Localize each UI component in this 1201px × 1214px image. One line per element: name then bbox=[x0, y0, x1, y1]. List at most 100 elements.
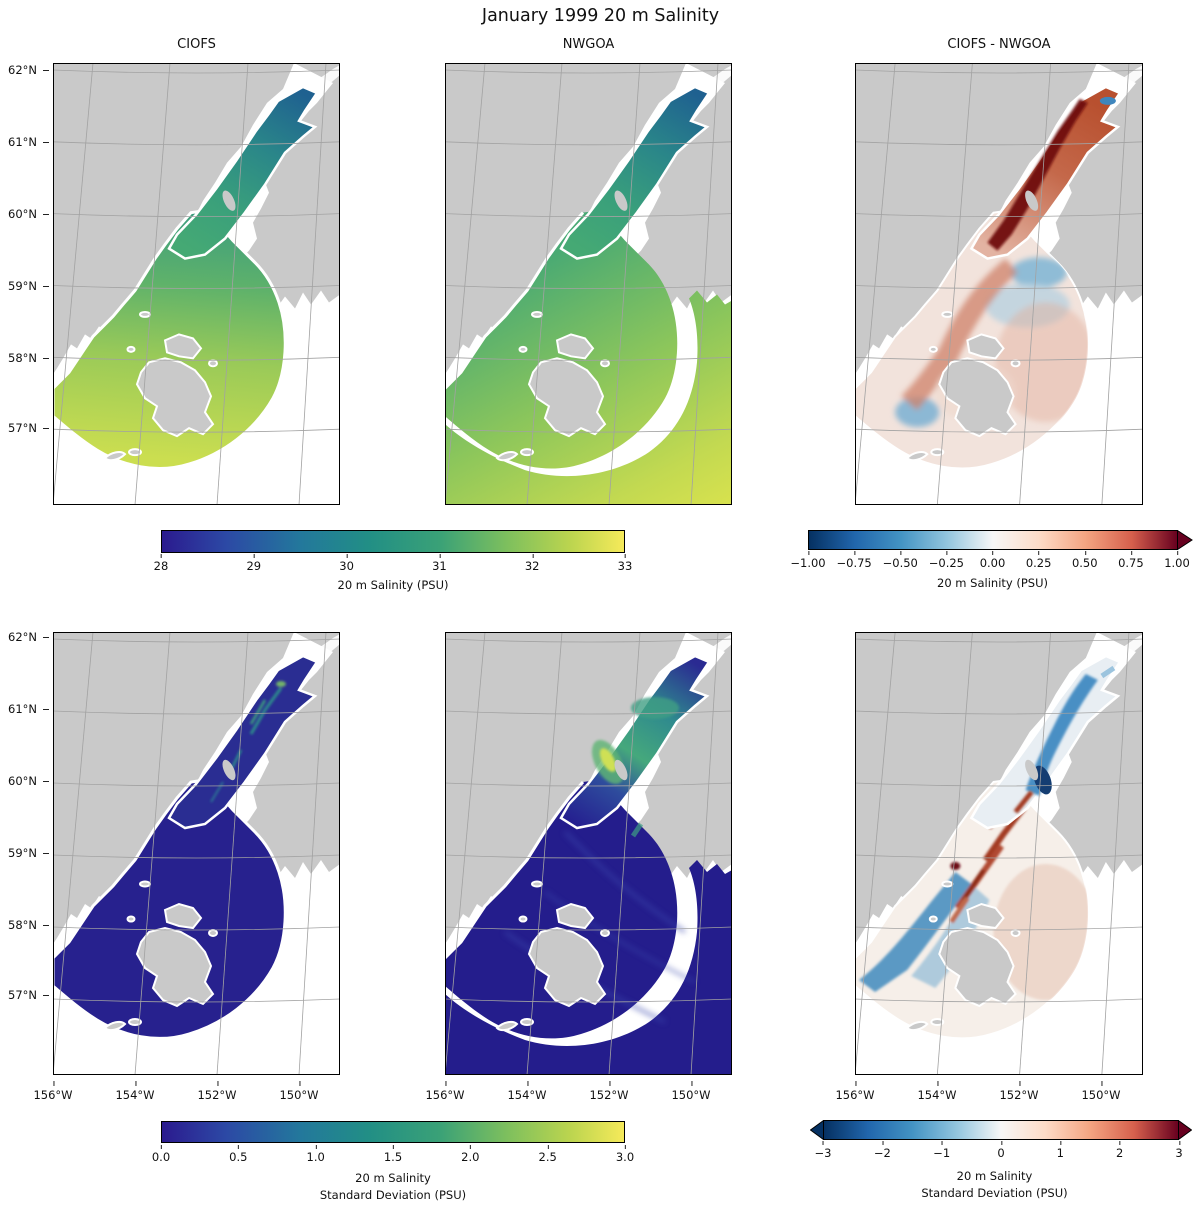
lon-tick-label: 154°W bbox=[917, 1081, 957, 1102]
map-nwgoa-salinity bbox=[445, 63, 732, 505]
map-panel-nwgoa-salinity bbox=[445, 63, 732, 505]
colorbar-tick-label: 1.5 bbox=[383, 1145, 403, 1164]
colorbar-tick-label: −0.75 bbox=[836, 551, 872, 570]
lon-tick-label: 150°W bbox=[1081, 1081, 1121, 1102]
lat-tick-label: 62°N bbox=[8, 630, 49, 644]
colorbar-tick-label: 2.0 bbox=[461, 1145, 480, 1164]
colorbar-tick-label: −2 bbox=[873, 1141, 891, 1160]
strong-negative-blob bbox=[1033, 765, 1052, 795]
colorbar-std-ticks: 0.0 0.5 1.0 1.5 2.0 2.5 3.0 bbox=[152, 1145, 634, 1165]
colorbar-std-diff-label-line2: Standard Deviation (PSU) bbox=[921, 1186, 1068, 1200]
colorbar-tick-label: 0.75 bbox=[1118, 551, 1144, 570]
colorbar-tick-label: 3 bbox=[1175, 1141, 1183, 1160]
map-ciofs-salinity bbox=[53, 63, 340, 505]
colorbar-tick-label: 31 bbox=[432, 554, 447, 573]
colorbar-salinity-ticks: 28 29 30 31 32 33 bbox=[154, 554, 632, 574]
lat-tick-label: 59°N bbox=[8, 846, 49, 860]
lat-tick-label: 61°N bbox=[8, 702, 49, 716]
panel-title-nwgoa: NWGOA bbox=[562, 37, 615, 52]
colorbar-salinity-diff-label: 20 m Salinity (PSU) bbox=[937, 576, 1048, 590]
colorbar-tick-label: −0.25 bbox=[928, 551, 964, 570]
lon-axis-nwgoa: 156°W 154°W 152°W 150°W bbox=[425, 1081, 732, 1102]
std-maximum bbox=[599, 748, 617, 772]
colorbar-tick-label: 29 bbox=[246, 554, 262, 573]
kachemak-std-streak bbox=[630, 822, 644, 838]
lon-axis-ciofs: 156°W 154°W 152°W 150°W bbox=[33, 1081, 340, 1102]
lat-tick-label: 61°N bbox=[8, 135, 49, 149]
colorbar-salinity-label: 20 m Salinity (PSU) bbox=[337, 578, 449, 592]
lat-tick-label: 57°N bbox=[8, 988, 49, 1002]
colorbar-tick-label: 1.00 bbox=[1164, 551, 1190, 570]
figure-title: January 1999 20 m Salinity bbox=[481, 6, 720, 26]
panel-title-difference: CIOFS - NWGOA bbox=[947, 37, 1051, 52]
map-panel-std-difference bbox=[855, 632, 1143, 1075]
colorbar-tick-label: 2.5 bbox=[538, 1145, 557, 1164]
lon-tick-label: 150°W bbox=[671, 1081, 711, 1102]
panel-title-ciofs: CIOFS bbox=[177, 37, 216, 52]
map-panel-salinity-difference bbox=[855, 63, 1143, 505]
colorbar-extend-arrow bbox=[1177, 530, 1193, 550]
colorbar-tick-label: 0.5 bbox=[229, 1145, 248, 1164]
colorbar-extend-arrow-right bbox=[1178, 1120, 1192, 1140]
colorbar-tick-label: 1.0 bbox=[306, 1145, 325, 1164]
lon-tick-label: 156°W bbox=[425, 1081, 465, 1102]
colorbar-std-label-line1: 20 m Salinity bbox=[355, 1171, 431, 1185]
lat-tick-label: 60°N bbox=[8, 774, 49, 788]
negative-spot bbox=[1099, 96, 1116, 105]
map-panel-ciofs-salinity bbox=[53, 63, 340, 505]
colorbar-tick-label: 0.25 bbox=[1025, 551, 1052, 570]
colorbar-std-label-line2: Standard Deviation (PSU) bbox=[319, 1188, 467, 1202]
colorbar-salinity-diff-ticks: −1.00 −0.75 −0.50 −0.25 0.00 0.25 0.50 0.75 1.00 bbox=[790, 551, 1190, 571]
positive-streak bbox=[1013, 790, 1034, 814]
colorbar-salinity-diff bbox=[808, 530, 1193, 550]
colorbar-salinity bbox=[161, 530, 625, 553]
colorbar-std-diff-ticks: −3 −2 −1 0 1 2 3 bbox=[815, 1141, 1183, 1161]
lon-tick-label: 152°W bbox=[197, 1081, 237, 1102]
colorbar-std-diff-label: 20 m Salinity Standard Deviation (PSU) bbox=[810, 1168, 1179, 1202]
lat-tick-label: 62°N bbox=[8, 63, 49, 77]
colorbar-std-label: 20 m Salinity Standard Deviation (PSU) bbox=[161, 1170, 625, 1204]
upper-inlet-std-patch bbox=[631, 697, 679, 719]
strong-positive-band bbox=[987, 98, 1088, 251]
colorbar-tick-label: −3 bbox=[814, 1141, 832, 1160]
lat-axis-bottom-row: 62°N 61°N 60°N 59°N 58°N 57°N bbox=[0, 630, 50, 1002]
colorbar-tick-label: −0.50 bbox=[882, 551, 918, 570]
colorbar-tick-label: 0 bbox=[997, 1141, 1005, 1160]
lon-tick-label: 152°W bbox=[589, 1081, 629, 1102]
colorbar-tick-label: 30 bbox=[339, 554, 354, 573]
colorbar-tick-label: −1.00 bbox=[790, 551, 826, 570]
lon-tick-label: 150°W bbox=[279, 1081, 319, 1102]
lon-tick-label: 154°W bbox=[115, 1081, 155, 1102]
colorbar-std-diff bbox=[810, 1120, 1192, 1140]
colorbar-tick-label: 1 bbox=[1056, 1141, 1064, 1160]
map-ciofs-std bbox=[53, 632, 340, 1075]
colorbar-tick-label: 28 bbox=[153, 554, 169, 573]
colorbar-tick-label: −1 bbox=[933, 1141, 951, 1160]
weak-negative-tail bbox=[1100, 665, 1116, 679]
map-panel-nwgoa-std bbox=[445, 632, 732, 1075]
map-salinity-difference bbox=[855, 63, 1143, 505]
map-nwgoa-std bbox=[445, 632, 732, 1075]
colorbar-tick-label: 0.50 bbox=[1071, 551, 1098, 570]
colorbar-extend-arrow-left bbox=[810, 1120, 824, 1140]
lon-tick-label: 156°W bbox=[835, 1081, 875, 1102]
map-panel-ciofs-std bbox=[53, 632, 340, 1075]
colorbar-tick-label: 3.0 bbox=[615, 1145, 635, 1164]
lat-tick-label: 60°N bbox=[8, 207, 49, 221]
lon-tick-label: 154°W bbox=[507, 1081, 547, 1102]
colorbar-tick-label: 0.00 bbox=[979, 551, 1006, 570]
colorbar-std-diff-label-line1: 20 m Salinity bbox=[956, 1169, 1033, 1183]
lon-tick-label: 156°W bbox=[33, 1081, 73, 1102]
colorbar-tick-label: 2 bbox=[1115, 1141, 1124, 1160]
lon-axis-difference: 156°W 154°W 152°W 150°W bbox=[835, 1081, 1142, 1102]
colorbar-tick-label: 0.0 bbox=[151, 1145, 171, 1164]
colorbar-tick-label: 33 bbox=[617, 554, 633, 573]
lat-tick-label: 59°N bbox=[8, 279, 49, 293]
negative-channel-band bbox=[1025, 674, 1098, 796]
lat-tick-label: 57°N bbox=[8, 421, 49, 435]
colorbar-tick-label: 32 bbox=[524, 554, 540, 573]
colorbar-std bbox=[161, 1121, 625, 1143]
lon-tick-label: 152°W bbox=[999, 1081, 1039, 1102]
map-std-difference bbox=[855, 632, 1143, 1075]
